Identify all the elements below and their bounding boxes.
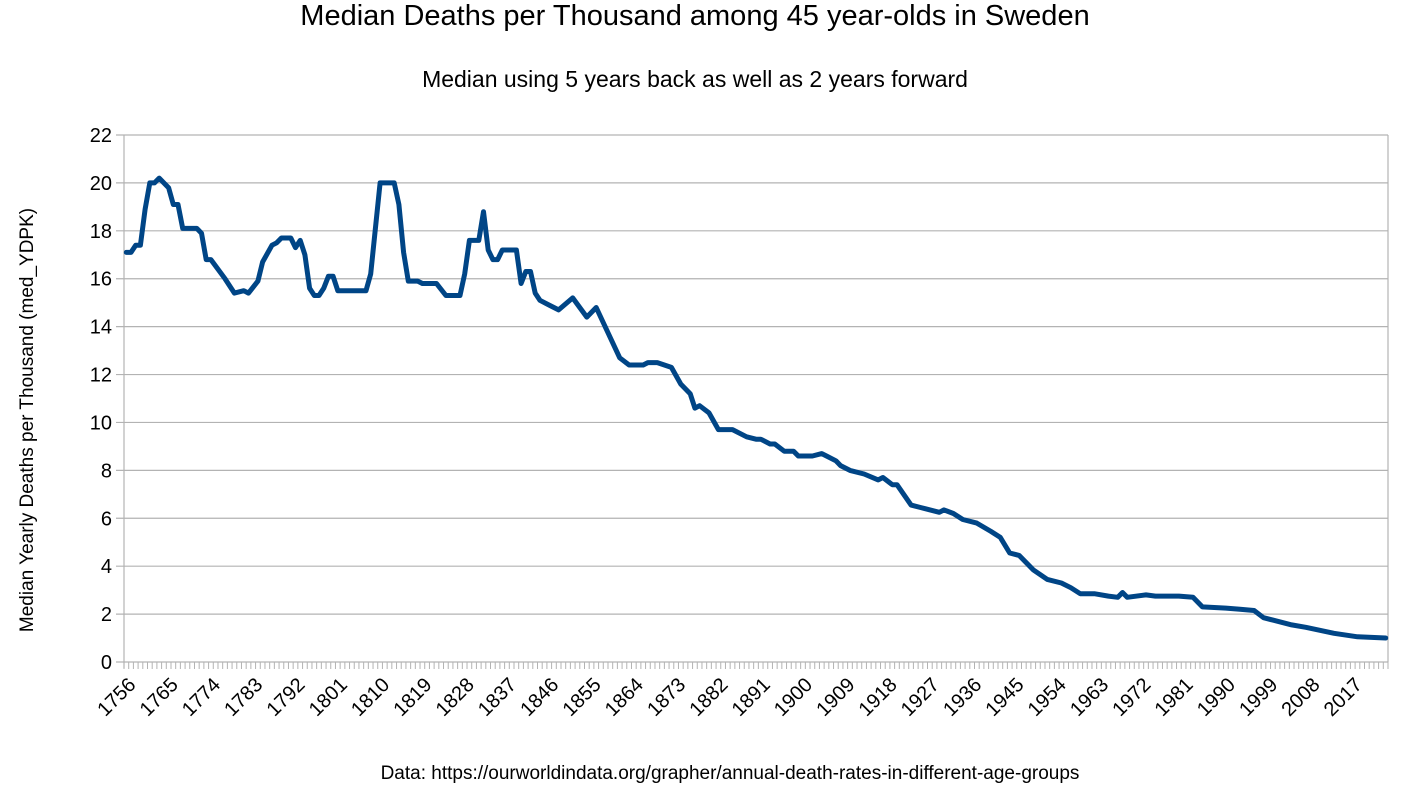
x-tick-label: 1801 bbox=[305, 674, 352, 721]
x-tick-label: 1765 bbox=[136, 674, 183, 721]
series-line bbox=[123, 175, 1389, 641]
y-tick-label: 4 bbox=[101, 556, 112, 578]
source-note: Data: https://ourworldindata.org/grapher… bbox=[380, 763, 1080, 784]
y-tick-label: 14 bbox=[90, 317, 112, 339]
y-tick-label: 10 bbox=[90, 412, 112, 434]
x-tick-label: 1990 bbox=[1193, 674, 1240, 721]
x-tick-label: 2008 bbox=[1278, 674, 1325, 721]
x-tick-label: 1837 bbox=[474, 674, 521, 721]
x-tick-label: 1918 bbox=[855, 674, 902, 721]
x-tick-label: 2017 bbox=[1320, 674, 1367, 721]
x-tick-label: 1900 bbox=[770, 674, 817, 721]
x-tick-label: 1819 bbox=[389, 674, 436, 721]
x-tick-label: 1927 bbox=[897, 674, 944, 721]
y-tick-label: 12 bbox=[90, 365, 112, 387]
y-tick-label: 16 bbox=[90, 269, 112, 291]
y-tick-label: 0 bbox=[101, 652, 112, 674]
x-tick-label: 1945 bbox=[982, 674, 1029, 721]
x-tick-label: 1783 bbox=[220, 674, 267, 721]
x-tick-label: 1828 bbox=[432, 674, 479, 721]
x-tick-label: 1810 bbox=[347, 674, 394, 721]
y-tick-label: 22 bbox=[90, 125, 112, 147]
x-tick-label: 1792 bbox=[263, 674, 310, 721]
chart-title: Median Deaths per Thousand among 45 year… bbox=[300, 0, 1090, 32]
x-tick-label: 1981 bbox=[1151, 674, 1198, 721]
x-tick-label: 1963 bbox=[1066, 674, 1113, 721]
y-tick-label: 20 bbox=[90, 173, 112, 195]
x-tick-label: 1873 bbox=[643, 674, 690, 721]
x-tick-label: 1954 bbox=[1024, 674, 1071, 721]
x-tick-label: 1972 bbox=[1108, 674, 1155, 721]
chart-subtitle: Median using 5 years back as well as 2 y… bbox=[422, 66, 968, 92]
y-tick-label: 8 bbox=[101, 460, 112, 482]
x-tick-label: 1936 bbox=[939, 674, 986, 721]
x-tick-label: 1999 bbox=[1235, 674, 1282, 721]
x-tick-label: 1882 bbox=[685, 674, 732, 721]
y-tick-label: 18 bbox=[90, 221, 112, 243]
y-tick-label: 2 bbox=[101, 604, 112, 626]
x-tick-label: 1774 bbox=[178, 674, 225, 721]
x-tick-label: 1891 bbox=[728, 674, 775, 721]
x-tick-label: 1909 bbox=[812, 674, 859, 721]
y-tick-label: 6 bbox=[101, 508, 112, 530]
x-tick-label: 1855 bbox=[559, 674, 606, 721]
x-tick-label: 1756 bbox=[93, 674, 140, 721]
x-tick-label: 1864 bbox=[601, 674, 648, 721]
x-tick-label: 1846 bbox=[516, 674, 563, 721]
